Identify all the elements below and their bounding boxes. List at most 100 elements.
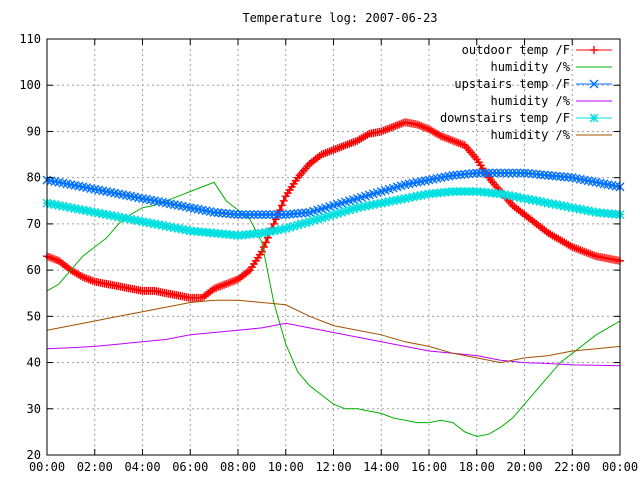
series-point [336, 207, 346, 217]
series-point [257, 210, 267, 220]
series-point [110, 211, 120, 221]
grid [47, 39, 620, 455]
series-point [496, 189, 506, 199]
x-tick-label: 00:00 [29, 460, 65, 474]
series-point [237, 210, 247, 220]
series-point [325, 211, 335, 221]
y-tick-label: 110 [19, 32, 41, 46]
series-point [575, 204, 585, 214]
series-point [173, 224, 183, 234]
series-point [122, 214, 132, 223]
series-point [70, 203, 80, 213]
series-point [380, 197, 390, 207]
series-point [66, 203, 76, 213]
x-tick-label: 16:00 [411, 460, 447, 474]
series-point [134, 216, 144, 226]
series-point [480, 168, 490, 178]
series-point [329, 210, 338, 220]
series-point [114, 212, 124, 222]
series-point [527, 195, 537, 205]
y-tick-label: 100 [19, 78, 41, 92]
series-point [153, 220, 163, 230]
series-point [58, 201, 68, 211]
series-point [360, 201, 370, 211]
x-tick-label: 02:00 [77, 460, 113, 474]
series-5 [46, 299, 621, 364]
series-point [384, 197, 394, 207]
series-point [297, 219, 307, 229]
legend-swatch-marker [590, 46, 598, 54]
legend: outdoor temp /F humidity /% upstairs temp … [440, 43, 612, 142]
x-tick-label: 10:00 [268, 460, 304, 474]
series-point [484, 168, 494, 178]
series-point [332, 208, 342, 218]
series-point [161, 221, 171, 231]
legend-swatch-marker [589, 79, 599, 89]
series-point [281, 224, 291, 234]
y-tick-label: 30 [27, 402, 41, 416]
series-point [169, 223, 179, 233]
legend-entry-label: humidity /% [491, 94, 571, 108]
series-point [420, 190, 430, 200]
x-tick-label: 18:00 [459, 460, 495, 474]
series-point [539, 197, 549, 207]
series-point [261, 238, 270, 247]
series-point [82, 206, 92, 216]
series-point [512, 168, 522, 178]
series-point [257, 228, 267, 238]
x-tick-label: 00:00 [602, 460, 638, 474]
series-point [516, 168, 526, 178]
series-point [388, 196, 398, 206]
x-tick-label: 20:00 [506, 460, 542, 474]
series-point [492, 168, 502, 178]
series-point [149, 219, 159, 229]
series-point [259, 243, 268, 251]
series-point [261, 227, 271, 237]
series-point [233, 210, 243, 220]
series-point [141, 217, 151, 227]
series-point [90, 207, 100, 217]
series-point [563, 202, 573, 212]
series-point [587, 207, 597, 217]
series-point [472, 168, 482, 178]
series-point [98, 209, 108, 219]
series-point [416, 190, 426, 200]
series-point [293, 220, 303, 230]
legend-swatch-marker [589, 113, 599, 123]
series-point [543, 198, 553, 208]
series-point [279, 196, 288, 205]
series-point [126, 214, 136, 224]
series-point [356, 202, 366, 212]
series-point [265, 210, 275, 220]
series-point [305, 217, 315, 227]
x-axis: 00:00 02:00 04:00 06:00 08:00 10:00 12:00 14:00… [29, 39, 638, 474]
series-point [408, 192, 418, 202]
x-tick-label: 22:00 [554, 460, 590, 474]
series-point [535, 197, 545, 207]
series-point [273, 210, 283, 220]
series-point [54, 200, 64, 210]
series-line [46, 299, 621, 364]
series-point [340, 206, 350, 216]
series-point [559, 201, 569, 211]
y-tick-label: 80 [27, 171, 41, 185]
series-point [157, 220, 167, 230]
series-point [547, 199, 557, 209]
series-point [301, 218, 311, 228]
series-point [317, 213, 327, 223]
series-point [579, 205, 589, 215]
series-point [555, 200, 565, 210]
series-point [523, 194, 533, 204]
series-point [253, 210, 263, 220]
series-point [496, 168, 506, 178]
legend-entry-label: humidity /% [491, 60, 571, 74]
series-point [74, 204, 84, 214]
series-point [257, 247, 266, 256]
series-point [583, 206, 593, 216]
y-tick-label: 50 [27, 309, 41, 323]
series-point [273, 225, 283, 235]
series-line [46, 322, 621, 367]
series-point [404, 193, 414, 203]
series-point [245, 210, 255, 220]
series-point [277, 201, 286, 210]
